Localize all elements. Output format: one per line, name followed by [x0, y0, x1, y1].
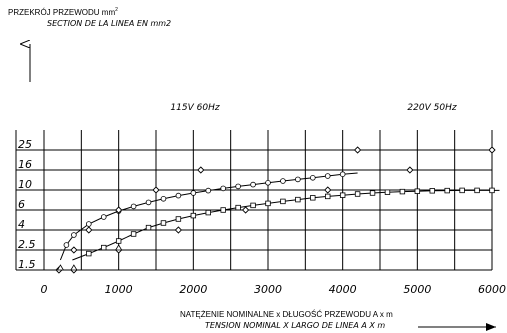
series-curve-marker	[220, 207, 226, 213]
series-start-marker	[114, 244, 123, 251]
series-curve-marker	[324, 173, 331, 179]
series-start-marker	[56, 264, 65, 271]
series-curve-marker	[384, 189, 391, 195]
x-tick-label: 6000	[478, 283, 506, 296]
series-curve-marker	[130, 203, 137, 210]
series-curve-marker	[265, 200, 271, 207]
series-curve-marker	[175, 216, 182, 222]
x-tick-label: 5000	[403, 283, 431, 296]
series-curve-marker	[474, 187, 480, 194]
series-curve-marker	[205, 209, 211, 216]
y-tick-label: 10	[18, 178, 32, 191]
series-curve-marker	[205, 187, 212, 194]
series-curve-marker	[339, 192, 346, 198]
series-curve-marker	[265, 180, 271, 186]
series-data-point	[353, 146, 362, 154]
series-data-point	[85, 226, 93, 234]
series-curve-marker	[280, 198, 286, 205]
series-curve-marker	[250, 181, 256, 188]
series-curve-marker	[339, 171, 346, 178]
series-curve-marker	[86, 221, 92, 227]
y-tick-label: 16	[18, 158, 32, 171]
series-data-point	[70, 246, 78, 254]
series-annotation: 115V 60Hz	[170, 103, 219, 113]
series-data-point	[241, 206, 250, 214]
series-data-point	[174, 226, 183, 234]
y-tick-label: 2.5	[18, 238, 36, 251]
series-curve-marker	[220, 185, 227, 192]
y-axis-title-sup: 2	[115, 7, 118, 13]
series-curve-marker	[459, 187, 465, 194]
svg-text:PRZEKRÓJ PRZEWODU mm2: PRZEKRÓJ PRZEWODU mm2	[8, 7, 118, 17]
series-curve-marker	[130, 231, 137, 237]
x-axis-title: NATĘŻENIE NOMINALNE x DŁUGOŚĆ PRZEWODU A…	[180, 310, 393, 330]
series-curve-marker	[145, 199, 152, 206]
series-curve-marker	[160, 220, 167, 226]
series-curve-marker	[280, 178, 286, 184]
x-tick-label: 3000	[254, 283, 282, 296]
tick-labels: 1.5 2.5 4 6 10 16 25 0 1000 2000 3000 4000 5000 6000	[18, 138, 506, 296]
series-start-marker	[70, 264, 78, 271]
series-line-0	[59, 172, 358, 261]
x-tick-label: 0	[41, 283, 48, 296]
series-curve-marker	[235, 204, 241, 211]
x-tick-label: 2000	[179, 283, 207, 296]
series-curve-marker	[310, 195, 316, 201]
x-tick-label: 4000	[329, 283, 357, 296]
series-curve-marker	[190, 212, 197, 219]
y-tick-label: 1.5	[18, 258, 36, 271]
x-axis-title-es: TENSION NOMINAL X LARGO DE LINEA A X m	[205, 321, 385, 330]
series-curve-marker	[115, 238, 122, 244]
series-data-point	[152, 186, 160, 194]
series-data-point	[115, 206, 123, 214]
series-data-point	[197, 166, 205, 174]
y-axis-title-es: SECTION DE LA LINEA EN mm2	[47, 19, 171, 28]
series-annotation: 220V 50Hz	[407, 103, 456, 113]
series-data-point	[488, 146, 496, 154]
series-curve-marker	[325, 193, 331, 200]
series-data-point	[324, 186, 332, 194]
series-curve-marker	[86, 250, 92, 257]
series-annotations: 115V 60Hz 220V 50Hz	[170, 103, 456, 113]
series-curve-marker	[71, 232, 77, 238]
y-axis-title: PRZEKRÓJ PRZEWODU mm2 SECTION DE LA LINE…	[8, 7, 171, 28]
series-curve-marker	[100, 214, 107, 220]
series-curve-marker	[489, 187, 495, 194]
series-curve-marker	[101, 244, 107, 251]
series-curve-marker	[295, 196, 301, 203]
series	[55, 146, 500, 274]
y-tick-label: 6	[18, 198, 25, 211]
series-curve-marker	[160, 196, 167, 202]
series-curve-marker	[354, 191, 361, 197]
series-curve-marker	[444, 187, 450, 194]
series-curve-marker	[399, 188, 406, 195]
y-tick-label: 25	[18, 138, 32, 151]
series-curve-marker	[63, 242, 70, 248]
grid	[15, 130, 493, 271]
series-data-point	[406, 166, 414, 174]
series-curve-marker	[295, 176, 301, 183]
series-curve-marker	[414, 188, 421, 194]
series-curve-marker	[190, 190, 197, 196]
series-curve-marker	[429, 188, 435, 194]
series-curve-marker	[175, 192, 182, 199]
series-curve-marker	[250, 202, 256, 209]
y-axis-title-pl: PRZEKRÓJ PRZEWODU mm	[8, 8, 115, 17]
series-curve-marker	[235, 183, 241, 190]
x-tick-label: 1000	[105, 283, 133, 296]
series-curve-marker	[145, 224, 152, 231]
y-tick-label: 4	[18, 218, 25, 231]
series-curve-marker	[309, 175, 316, 181]
series-curve-marker	[369, 190, 376, 196]
x-axis-title-pl: NATĘŻENIE NOMINALNE x DŁUGOŚĆ PRZEWODU A…	[180, 310, 393, 319]
